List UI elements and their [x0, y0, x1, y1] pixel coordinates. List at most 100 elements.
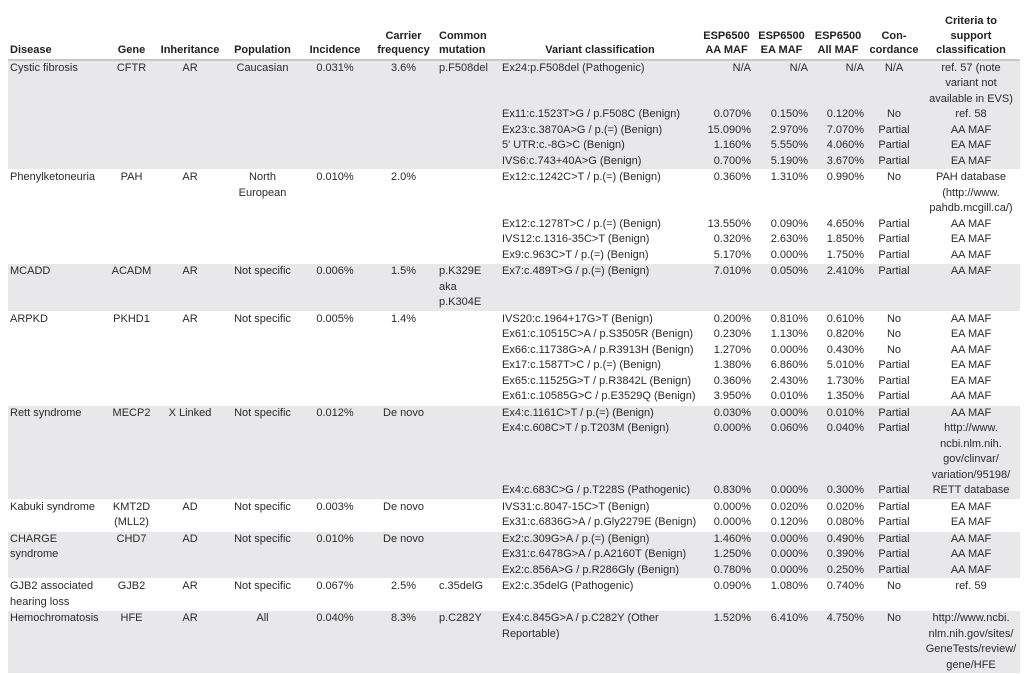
concordance-cell: Partial [866, 405, 922, 421]
population-cell: Not specific [225, 311, 300, 405]
all-cell: 7.070% [810, 122, 866, 138]
all-cell: 1.750% [810, 247, 866, 264]
concordance-cell: Partial [866, 373, 922, 389]
inheritance-cell: AR [155, 610, 225, 674]
variant-cell: Ex17:c.1587T>C / p.(=) (Benign) [500, 358, 700, 374]
disease-cell: CHARGE syndrome [8, 531, 108, 579]
disease-cell: Phenylketoneuria [8, 169, 108, 264]
aa-cell: 0.360% [700, 373, 753, 389]
header-carrier-frequency: Carrier frequency [370, 14, 437, 61]
disease-group: Phenylketoneuria PAH AR North European 0.010… [8, 169, 1020, 264]
aa-cell: 0.000% [700, 499, 753, 515]
all-cell: 5.010% [810, 358, 866, 374]
variant-cell: Ex4:c.608C>T / p.T203M (Benign) [500, 421, 700, 483]
inheritance-cell: AD [155, 499, 225, 531]
criteria-cell: AA MAF [922, 389, 1020, 405]
variant-cell: Ex9:c.963C>T / p.(=) (Benign) [500, 247, 700, 264]
population-cell: Not specific [225, 531, 300, 579]
ea-cell: 0.050% [753, 263, 810, 311]
header-incidence: Incidence [300, 14, 370, 61]
aa-cell: 1.270% [700, 342, 753, 358]
disease-cell: Cystic fibrosis [8, 59, 108, 170]
ea-cell: 0.150% [753, 107, 810, 123]
carrier-cell: 2.0% [370, 169, 437, 264]
inheritance-cell: AR [155, 311, 225, 405]
all-cell: 0.080% [810, 515, 866, 531]
concordance-cell: Partial [866, 499, 922, 515]
gene-cell: HFE [108, 610, 155, 674]
table-row: Kabuki syndrome KMT2D (MLL2) AD Not specifi… [8, 499, 1020, 531]
all-cell: 0.120% [810, 107, 866, 123]
all-cell: 1.850% [810, 232, 866, 248]
aa-cell: 3.950% [700, 389, 753, 405]
concordance-cell: No [866, 578, 922, 611]
criteria-cell: http://www.ncbi. nlm.nih.gov/sites/ Gene… [922, 610, 1020, 674]
all-cell: 4.650% [810, 216, 866, 232]
ea-cell: 5.190% [753, 153, 810, 170]
ea-cell: 6.860% [753, 358, 810, 374]
incidence-cell: 0.010% [300, 169, 370, 264]
table-row: IVS6:c.743+40A>G (Benign) 0.700% 5.190% 3.6… [8, 153, 1020, 170]
carrier-cell: 1.5% [370, 263, 437, 311]
ea-cell: 0.000% [753, 342, 810, 358]
header-disease: Disease [8, 14, 108, 61]
concordance-cell: Partial [866, 358, 922, 374]
variant-cell: Ex66:c.11738G>A / p.R3913H (Benign) [500, 342, 700, 358]
population-cell: Not specific [225, 499, 300, 531]
variant-cell: Ex4:c.683C>G / p.T228S (Pathogenic) [500, 483, 700, 499]
variant-cell: Ex61:c.10585G>C / p.E3529Q (Benign) [500, 389, 700, 405]
disease-group: Rett syndrome MECP2 X Linked Not specific 0.… [8, 405, 1020, 499]
aa-cell: 1.460% [700, 531, 753, 547]
disease-group: Cystic fibrosis CFTR AR Caucasian 0.031% 3.6%… [8, 59, 1020, 170]
disease-cell: ARPKD [8, 311, 108, 405]
table-row: Phenylketoneuria PAH AR North European 0.010… [8, 169, 1020, 264]
incidence-cell: 0.003% [300, 499, 370, 531]
table-row: Ex12:c.1278T>C / p.(=) (Benign) 13.550% 0.… [8, 216, 1020, 232]
gene-cell: MECP2 [108, 405, 155, 499]
variant-cell: Ex31:c.6836G>A / p.Gly2279E (Benign) [500, 515, 700, 531]
ea-cell: 1.130% [753, 327, 810, 343]
concordance-cell: Partial [866, 483, 922, 499]
aa-cell: 0.070% [700, 107, 753, 123]
criteria-cell: AA MAF [922, 405, 1020, 421]
gene-cell: KMT2D (MLL2) [108, 499, 155, 531]
concordance-cell: No [866, 327, 922, 343]
ea-cell: 5.550% [753, 138, 810, 154]
incidence-cell: 0.006% [300, 263, 370, 311]
aa-cell: 0.000% [700, 515, 753, 531]
common-cell: p.F508del [437, 59, 500, 170]
aa-cell: 0.830% [700, 483, 753, 499]
concordance-cell: Partial [866, 389, 922, 405]
variant-cell: Ex2:c.856A>G / p.R286Gly (Benign) [500, 562, 700, 579]
ea-cell: 0.090% [753, 216, 810, 232]
variant-cell: Ex24:p.F508del (Pathogenic) [500, 59, 700, 107]
aa-cell: 15.090% [700, 122, 753, 138]
concordance-cell: Partial [866, 515, 922, 531]
population-cell: Not specific [225, 578, 300, 611]
inheritance-cell: AR [155, 578, 225, 611]
table-row: Ex9:c.963C>T / p.(=) (Benign) 5.170% 0.000… [8, 247, 1020, 264]
disease-group: CHARGE syndrome CHD7 AD Not specific 0.010% D… [8, 531, 1020, 579]
table-row: 5' UTR:c.-8G>C (Benign) 1.160% 5.550% 4.060… [8, 138, 1020, 154]
ea-cell: 0.020% [753, 499, 810, 515]
concordance-cell: Partial [866, 421, 922, 483]
aa-cell: 0.360% [700, 169, 753, 217]
aa-cell: 7.010% [700, 263, 753, 311]
criteria-cell: EA MAF [922, 358, 1020, 374]
disease-cell: Kabuki syndrome [8, 499, 108, 531]
variant-classification-table: Disease Gene Inheritance Population Inci… [8, 14, 1020, 674]
concordance-cell: Partial [866, 232, 922, 248]
inheritance-cell: AR [155, 59, 225, 170]
table-row: Hemochromatosis HFE AR All 0.040% 8.3% p.C282Y… [8, 610, 1020, 674]
table-row: CHARGE syndrome CHD7 AD Not specific 0.010% D… [8, 531, 1020, 579]
ea-cell: N/A [753, 59, 810, 107]
variant-cell: Ex65:c.11525G>T / p.R3842L (Benign) [500, 373, 700, 389]
criteria-cell: AA MAF [922, 562, 1020, 579]
disease-group: ARPKD PKHD1 AR Not specific 0.005% 1.4% IVS20:… [8, 311, 1020, 405]
concordance-cell: Partial [866, 247, 922, 264]
variant-cell: Ex31:c.6478G>A / p.A2160T (Benign) [500, 547, 700, 563]
criteria-cell: RETT database [922, 483, 1020, 499]
common-cell: p.C282Y [437, 610, 500, 674]
concordance-cell: Partial [866, 562, 922, 579]
header-common-mutation: Common mutation [437, 14, 500, 61]
